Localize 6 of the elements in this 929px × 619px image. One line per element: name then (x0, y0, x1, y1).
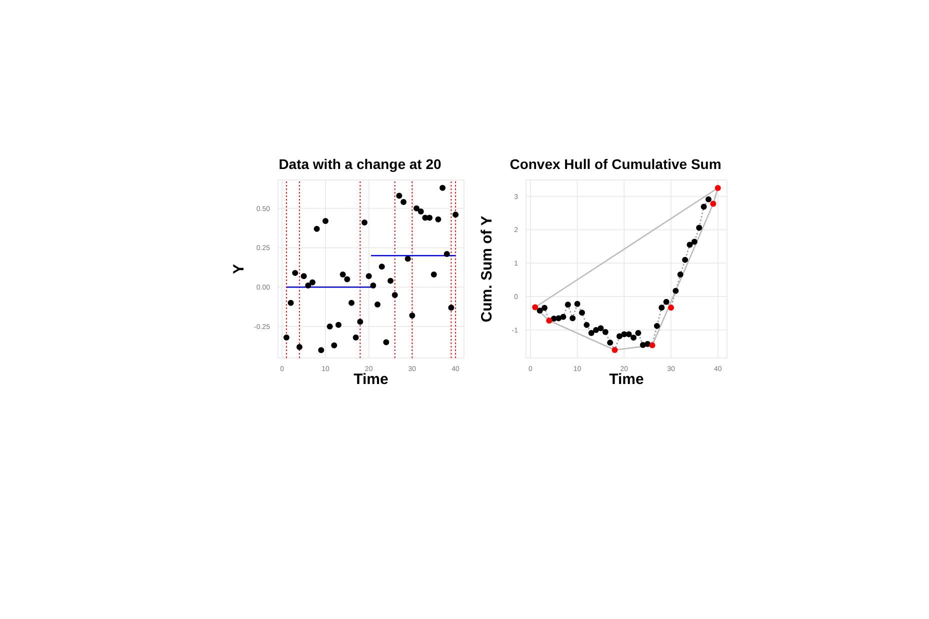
x-axis-title: Time (354, 371, 388, 388)
y-axis-title: Cum. Sum of Y (478, 216, 496, 322)
chart-title: Data with a change at 20 (278, 156, 442, 174)
y-axis-title: Y (230, 264, 248, 274)
x-axis-title: Time (609, 371, 644, 388)
chart-title: Convex Hull of Cumulative Sum (508, 156, 722, 174)
